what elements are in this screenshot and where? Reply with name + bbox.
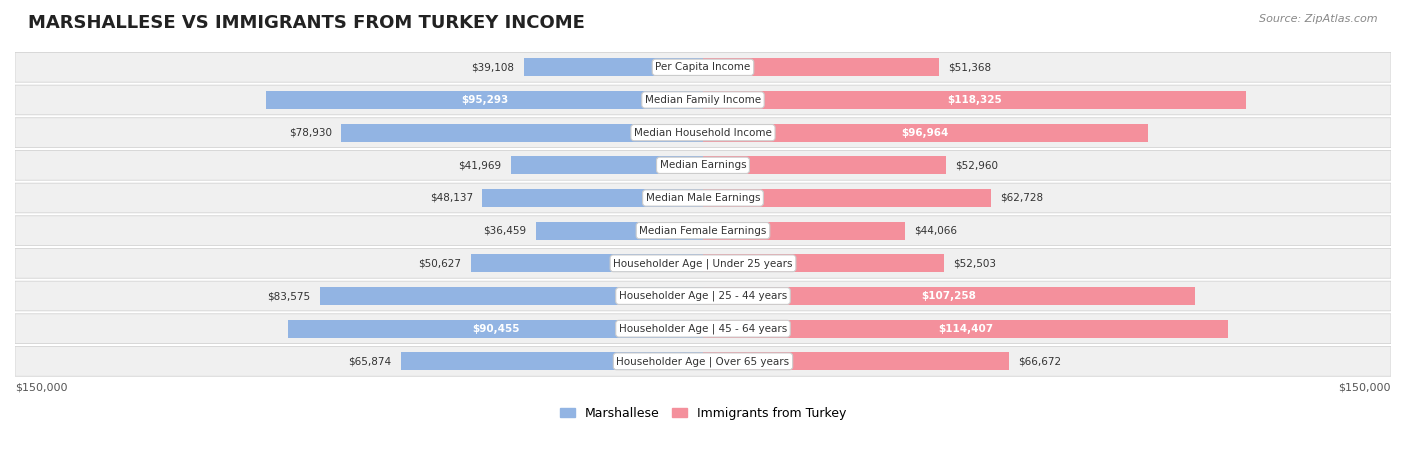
Text: $65,874: $65,874 [349, 356, 392, 366]
Text: $96,964: $96,964 [901, 127, 949, 138]
Legend: Marshallese, Immigrants from Turkey: Marshallese, Immigrants from Turkey [555, 402, 851, 425]
Text: $95,293: $95,293 [461, 95, 508, 105]
Bar [401, 353, 703, 370]
Text: $39,108: $39,108 [471, 62, 515, 72]
Text: $44,066: $44,066 [914, 226, 957, 236]
Bar [703, 124, 1147, 142]
FancyBboxPatch shape [15, 183, 1391, 213]
Bar [703, 222, 905, 240]
Text: $66,672: $66,672 [1018, 356, 1062, 366]
Bar [319, 287, 703, 305]
Text: $36,459: $36,459 [484, 226, 527, 236]
FancyBboxPatch shape [15, 248, 1391, 278]
Bar [523, 58, 703, 76]
Text: $78,930: $78,930 [288, 127, 332, 138]
Text: $83,575: $83,575 [267, 291, 311, 301]
Bar [703, 353, 1008, 370]
Bar [288, 320, 703, 338]
Bar [342, 124, 703, 142]
Bar [482, 189, 703, 207]
Text: Median Earnings: Median Earnings [659, 160, 747, 170]
FancyBboxPatch shape [15, 347, 1391, 376]
Text: Median Female Earnings: Median Female Earnings [640, 226, 766, 236]
Text: $50,627: $50,627 [419, 258, 461, 269]
Text: MARSHALLESE VS IMMIGRANTS FROM TURKEY INCOME: MARSHALLESE VS IMMIGRANTS FROM TURKEY IN… [28, 14, 585, 32]
Text: Source: ZipAtlas.com: Source: ZipAtlas.com [1260, 14, 1378, 24]
FancyBboxPatch shape [15, 85, 1391, 115]
FancyBboxPatch shape [15, 52, 1391, 82]
Text: Householder Age | 25 - 44 years: Householder Age | 25 - 44 years [619, 291, 787, 301]
Text: $150,000: $150,000 [1339, 382, 1391, 393]
Text: Median Male Earnings: Median Male Earnings [645, 193, 761, 203]
FancyBboxPatch shape [15, 118, 1391, 148]
Text: $48,137: $48,137 [430, 193, 472, 203]
FancyBboxPatch shape [15, 150, 1391, 180]
Text: $107,258: $107,258 [921, 291, 976, 301]
Bar [703, 320, 1227, 338]
Bar [703, 91, 1246, 109]
Text: Householder Age | Under 25 years: Householder Age | Under 25 years [613, 258, 793, 269]
Text: $150,000: $150,000 [15, 382, 67, 393]
Text: $52,960: $52,960 [955, 160, 998, 170]
Text: $51,368: $51,368 [948, 62, 991, 72]
Text: Householder Age | 45 - 64 years: Householder Age | 45 - 64 years [619, 324, 787, 334]
Text: $114,407: $114,407 [938, 324, 993, 334]
Bar [703, 58, 939, 76]
Text: $118,325: $118,325 [948, 95, 1001, 105]
Bar [703, 287, 1195, 305]
Text: $90,455: $90,455 [472, 324, 519, 334]
Text: $62,728: $62,728 [1000, 193, 1043, 203]
Text: $41,969: $41,969 [458, 160, 502, 170]
Bar [703, 156, 946, 174]
FancyBboxPatch shape [15, 281, 1391, 311]
FancyBboxPatch shape [15, 314, 1391, 344]
Text: Per Capita Income: Per Capita Income [655, 62, 751, 72]
Bar [536, 222, 703, 240]
Text: Median Family Income: Median Family Income [645, 95, 761, 105]
Text: Householder Age | Over 65 years: Householder Age | Over 65 years [616, 356, 790, 367]
Text: $52,503: $52,503 [953, 258, 995, 269]
Bar [471, 255, 703, 272]
Text: Median Household Income: Median Household Income [634, 127, 772, 138]
Bar [703, 255, 943, 272]
Bar [266, 91, 703, 109]
Bar [703, 189, 991, 207]
Bar [510, 156, 703, 174]
FancyBboxPatch shape [15, 216, 1391, 246]
